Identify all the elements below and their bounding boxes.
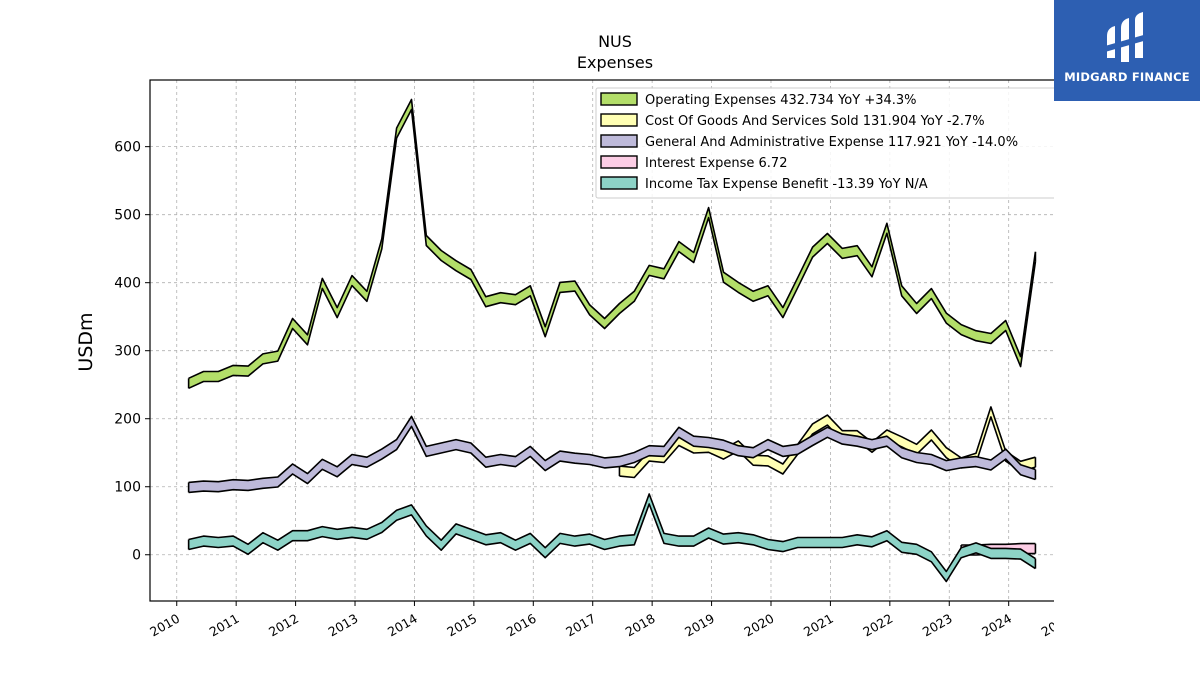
x-tick-label: 2022	[860, 611, 895, 640]
plot-area-frame	[149, 79, 1054, 602]
series-band	[188, 99, 1036, 389]
x-tick-label: 2020	[741, 611, 776, 640]
series-upper-edge	[188, 415, 1036, 484]
y-axis-ticks: 0 100 200 300 400 500 600	[114, 140, 150, 564]
chart-legend: Operating Expenses 432.734 YoY +34.3% Cos…	[595, 87, 1054, 199]
x-tick-label: 2011	[207, 611, 242, 640]
x-tick-label: 2012	[266, 611, 301, 640]
x-tick-label: 2014	[385, 611, 420, 640]
series-band	[188, 416, 1036, 493]
midgard-logo-mark-icon	[1105, 12, 1147, 62]
x-tick-label: 2023	[920, 611, 955, 640]
legend-swatch	[600, 176, 638, 190]
y-tick-label: 300	[114, 344, 141, 360]
y-tick-label: 0	[132, 548, 141, 564]
series-income-tax-expense-benefit	[187, 493, 1037, 583]
x-axis-ticks: 2010 2011 2012 2013 2014 2015 2016 2017 2018 2019…	[147, 601, 1054, 640]
series-lower-edge	[188, 425, 1036, 494]
x-tick-label: 2010	[147, 611, 182, 640]
y-tick-label: 200	[114, 412, 141, 428]
y-axis-label: USDm	[75, 312, 97, 371]
series-general-and-administrative-expense	[187, 415, 1037, 494]
legend-entry: Operating Expenses 432.734 YoY +34.3%	[645, 93, 917, 108]
legend-entry: Income Tax Expense Benefit -13.39 YoY N/…	[645, 177, 928, 192]
x-tick-label: 2021	[801, 611, 836, 640]
x-tick-label: 2018	[623, 611, 658, 640]
series-band	[619, 406, 1036, 478]
legend-swatch	[600, 155, 638, 169]
legend-swatch	[600, 134, 638, 148]
legend-box	[595, 87, 1054, 199]
legend-swatch	[600, 113, 638, 127]
y-tick-label: 400	[114, 276, 141, 292]
x-tick-label: 2016	[504, 611, 539, 640]
x-tick-label: 2025	[1039, 611, 1054, 640]
brand-name: MIDGARD FINANCE	[1064, 70, 1190, 84]
chart-subtitle: Expenses	[577, 53, 653, 72]
series-lower-edge	[188, 503, 1036, 583]
series-upper-edge	[188, 98, 1037, 380]
legend-entry: General And Administrative Expense 117.9…	[645, 135, 1018, 150]
series-upper-edge	[188, 493, 1036, 573]
chart-title: NUS	[598, 32, 632, 51]
y-tick-label: 500	[114, 208, 141, 224]
series-lower-edge	[619, 416, 1036, 479]
x-tick-label: 2015	[444, 611, 479, 640]
x-tick-label: 2017	[563, 611, 598, 640]
series-lower-edge	[188, 108, 1037, 390]
x-tick-label: 2013	[325, 611, 360, 640]
series-operating-expenses	[187, 98, 1037, 390]
y-tick-label: 600	[114, 140, 141, 156]
legend-entry: Interest Expense 6.72	[645, 156, 787, 171]
x-tick-label: 2024	[979, 611, 1014, 640]
x-tick-label: 2019	[682, 611, 717, 640]
legend-entry: Cost Of Goods And Services Sold 131.904 …	[645, 114, 985, 129]
series-band	[188, 494, 1036, 582]
midgard-finance-logo: MIDGARD FINANCE	[1054, 0, 1200, 101]
y-tick-label: 100	[114, 480, 141, 496]
series-lines	[187, 98, 1037, 583]
legend-swatch	[600, 92, 638, 106]
